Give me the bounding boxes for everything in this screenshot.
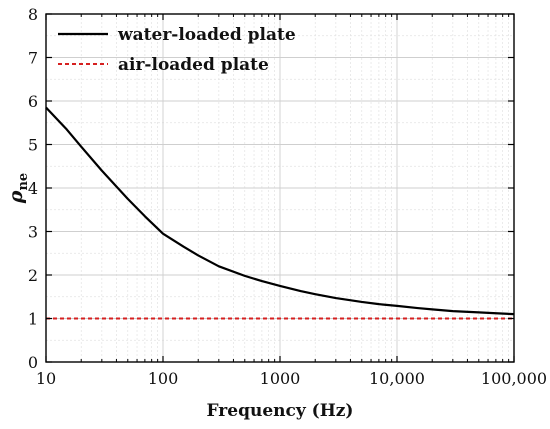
y-tick-label: 8 — [28, 5, 38, 24]
x-tick-label: 100,000 — [481, 369, 547, 388]
y-tick-label: 6 — [28, 92, 38, 111]
y-tick-label: 1 — [28, 310, 38, 329]
series-line-0 — [45, 106, 515, 316]
legend-label-0: water-loaded plate — [117, 25, 296, 45]
x-tick-label: 10 — [36, 369, 56, 388]
y-tick-label: 2 — [28, 266, 38, 285]
legend: water-loaded plate air-loaded plate — [58, 25, 296, 75]
legend-label-1: air-loaded plate — [118, 55, 269, 75]
x-axis-title: Frequency (Hz) — [207, 401, 354, 421]
ticks: 10 100 1000 10,000 100,000 0 1 2 3 4 5 6 7 8 — [28, 5, 547, 388]
y-tick-label: 7 — [28, 49, 38, 68]
y-axis-subscript: ne — [16, 173, 31, 191]
series-group — [45, 106, 515, 320]
x-tick-label: 10,000 — [369, 369, 425, 388]
y-axis-symbol: ρ — [5, 190, 27, 204]
y-axis-title: ρne — [5, 173, 31, 204]
x-tick-label: 100 — [148, 369, 179, 388]
y-tick-label: 5 — [28, 136, 38, 155]
y-tick-label: 3 — [28, 223, 38, 242]
y-tick-label: 4 — [28, 179, 38, 198]
x-tick-label: 1000 — [260, 369, 301, 388]
y-tick-label: 0 — [28, 353, 38, 372]
